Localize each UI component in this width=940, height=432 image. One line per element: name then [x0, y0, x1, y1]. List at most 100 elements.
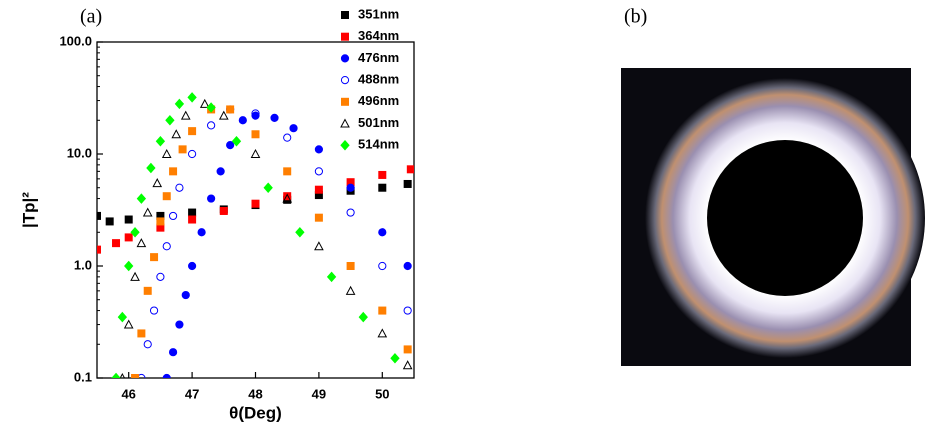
point	[406, 165, 414, 174]
point	[188, 215, 197, 224]
x-tick-label: 49	[312, 386, 326, 401]
point	[131, 374, 140, 378]
point	[111, 372, 121, 378]
legend-marker	[340, 54, 350, 63]
point	[178, 145, 187, 154]
point	[378, 170, 387, 179]
point	[171, 129, 182, 139]
point	[130, 227, 140, 238]
point	[403, 345, 412, 354]
point	[251, 109, 260, 118]
point	[143, 340, 152, 349]
point	[314, 241, 324, 251]
point	[105, 217, 114, 226]
point	[207, 194, 216, 203]
point	[358, 311, 368, 323]
point	[188, 127, 197, 136]
x-tick-label: 48	[248, 386, 262, 401]
point	[146, 162, 156, 174]
point	[403, 306, 412, 315]
legend-label: 496nm	[358, 93, 399, 108]
point	[188, 261, 197, 271]
point	[150, 253, 159, 262]
point	[231, 135, 242, 147]
x-tick-label: 47	[185, 386, 199, 401]
point	[97, 211, 101, 220]
point	[142, 207, 153, 217]
point	[251, 130, 260, 139]
point	[378, 228, 387, 237]
point	[117, 311, 128, 323]
point	[283, 192, 292, 201]
point	[161, 148, 172, 158]
point	[345, 285, 356, 295]
point	[251, 111, 260, 120]
point	[377, 328, 388, 338]
legend-label: 351nm	[358, 6, 399, 21]
point	[270, 113, 279, 123]
point	[136, 193, 147, 204]
plot-frame	[96, 41, 415, 379]
y-tick-label: 1.0	[74, 257, 92, 272]
photo	[621, 68, 925, 366]
dark-disk	[707, 140, 863, 296]
legend-label: 476nm	[358, 50, 399, 65]
panel-label: (a)	[80, 6, 102, 28]
point	[346, 208, 355, 217]
point	[162, 242, 171, 251]
point	[314, 213, 323, 222]
point	[188, 149, 197, 159]
panel-label: (b)	[624, 6, 647, 28]
points	[97, 92, 414, 378]
point	[149, 306, 159, 315]
point	[314, 185, 323, 194]
point	[136, 238, 147, 248]
point	[282, 193, 293, 203]
point	[124, 215, 133, 224]
point	[124, 260, 134, 272]
point	[314, 167, 323, 176]
point	[238, 116, 247, 125]
legend-marker	[340, 76, 350, 85]
plot: 46 47 48 49 50 0.1 1.0 10.0 100.0 θ(Deg) |Tp|² 351n…	[19, 6, 415, 422]
point	[155, 135, 166, 147]
point	[181, 290, 190, 300]
point	[162, 192, 171, 201]
point	[175, 183, 184, 192]
point	[402, 360, 413, 370]
point	[378, 261, 387, 271]
y-tick-label: 0.1	[74, 369, 92, 384]
point	[124, 233, 133, 242]
point	[197, 228, 206, 237]
point	[403, 261, 412, 271]
point	[263, 182, 273, 193]
point	[199, 98, 210, 108]
point	[97, 245, 101, 254]
x-tick-label: 46	[121, 386, 135, 401]
point	[250, 148, 261, 158]
point	[283, 167, 292, 176]
y-tick-label: 10.0	[67, 145, 92, 160]
point	[326, 271, 337, 283]
point	[226, 105, 235, 114]
legend-marker	[340, 139, 350, 151]
x-tick-label: 50	[375, 386, 389, 401]
point	[123, 319, 134, 329]
point	[112, 239, 121, 248]
point	[174, 98, 185, 110]
y-tick-label: 100.0	[59, 33, 92, 48]
point	[162, 373, 171, 378]
point	[314, 145, 323, 154]
point	[346, 183, 355, 192]
legend-marker	[341, 97, 349, 106]
point	[156, 217, 165, 226]
point	[378, 183, 387, 192]
point	[137, 329, 146, 338]
point	[168, 211, 178, 221]
point	[219, 206, 228, 215]
point	[130, 271, 140, 281]
y-axis-title: |Tp|²	[19, 192, 38, 228]
point	[378, 306, 387, 315]
point	[180, 110, 191, 120]
